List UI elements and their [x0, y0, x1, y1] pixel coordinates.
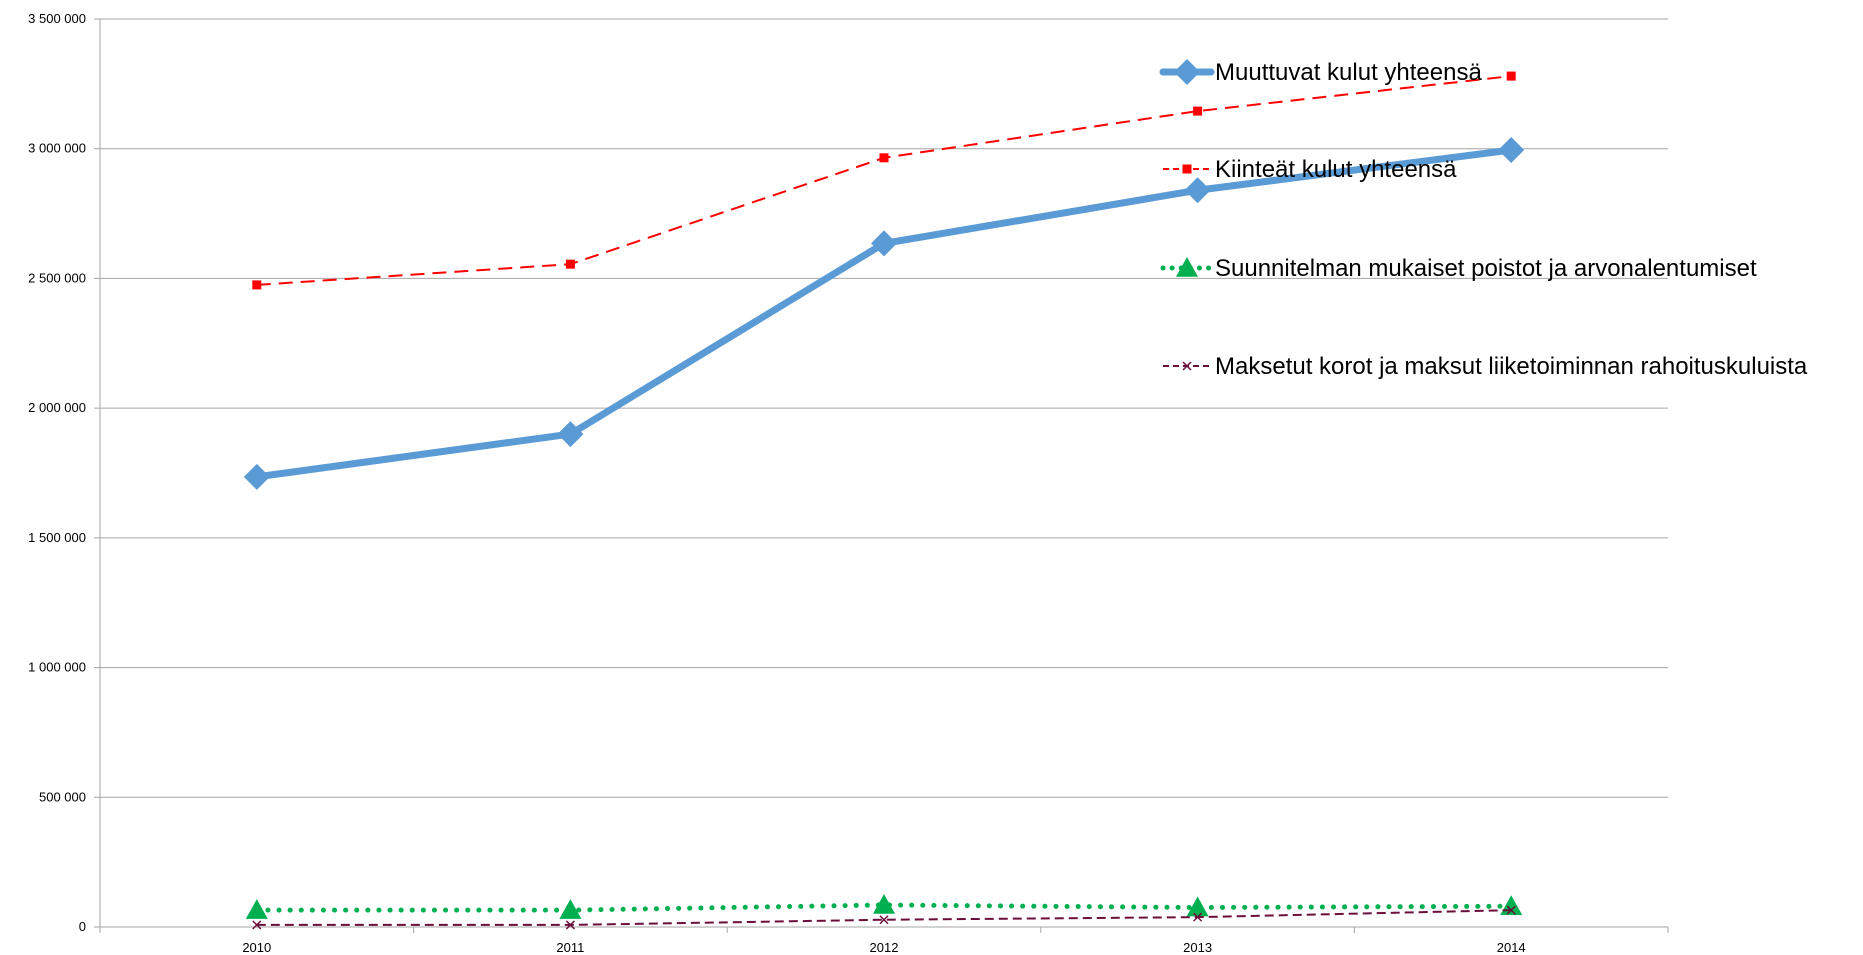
gridlines [100, 18, 1668, 798]
data-point [1506, 71, 1516, 81]
series-1 [243, 137, 1525, 490]
legend-label: Suunnitelman mukaiset poistot ja arvonal… [1215, 255, 1757, 282]
data-point [1193, 912, 1203, 922]
data-point [245, 899, 268, 919]
x-tick-label: 2012 [870, 940, 899, 955]
y-tick-label: 500 000 [39, 789, 86, 804]
data-point [1498, 137, 1525, 164]
legend: Muuttuvat kulut yhteensä Kiinteät kulut y… [1159, 59, 1808, 380]
x-tick-label: 2014 [1497, 940, 1526, 955]
legend-marker [1174, 59, 1200, 85]
data-point [565, 920, 575, 930]
x-tick-label: 2013 [1183, 940, 1212, 955]
data-point [252, 920, 262, 930]
data-point [557, 421, 584, 448]
data-point [243, 463, 270, 490]
data-point [1184, 177, 1211, 204]
data-point [879, 153, 889, 163]
legend-entry: Maksetut korot ja maksut liiketoiminnan … [1163, 353, 1808, 380]
x-axis-tick-labels: 2010 2011 2012 2013 2014 [242, 940, 1525, 955]
y-tick-label: 3 500 000 [28, 11, 86, 26]
data-point [252, 280, 262, 290]
legend-marker [1182, 361, 1192, 371]
x-tick-label: 2010 [242, 940, 271, 955]
x-tick-label: 2011 [556, 940, 584, 955]
y-tick-label: 0 [79, 919, 86, 934]
series-3 [245, 893, 1523, 919]
series-2 [252, 71, 1516, 290]
legend-entry: Suunnitelman mukaiset poistot ja arvonal… [1160, 255, 1757, 282]
axes [94, 18, 1669, 933]
data-point [1506, 905, 1516, 915]
data-point [1186, 896, 1209, 917]
data-point [879, 915, 889, 925]
data-point [871, 230, 897, 257]
data-point [1193, 106, 1203, 116]
y-tick-label: 3 000 000 [28, 141, 86, 156]
legend-label: Muuttuvat kulut yhteensä [1215, 59, 1482, 86]
legend-marker [1182, 164, 1192, 174]
data-point [1500, 895, 1523, 916]
data-point [565, 259, 575, 269]
data-point [559, 899, 582, 919]
y-tick-label: 1 500 000 [28, 530, 86, 545]
y-axis-tick-labels: 0 500 000 1 000 000 1 500 000 2 000 000 2 500… [28, 11, 86, 934]
y-tick-label: 2 500 000 [28, 270, 86, 285]
series-line [254, 902, 1514, 913]
legend-label: Maksetut korot ja maksut liiketoiminnan … [1215, 353, 1808, 380]
y-tick-label: 1 000 000 [28, 660, 86, 675]
data-point [873, 893, 895, 914]
legend-entry: Muuttuvat kulut yhteensä [1159, 59, 1482, 86]
series-4 [252, 905, 1516, 930]
series-line [253, 146, 1515, 481]
legend-label: Kiinteät kulut yhteensä [1215, 156, 1457, 183]
legend-marker [1176, 257, 1198, 277]
y-tick-label: 2 000 000 [28, 400, 86, 415]
series-lines [243, 71, 1525, 930]
legend-entry: Kiinteät kulut yhteensä [1163, 156, 1457, 183]
